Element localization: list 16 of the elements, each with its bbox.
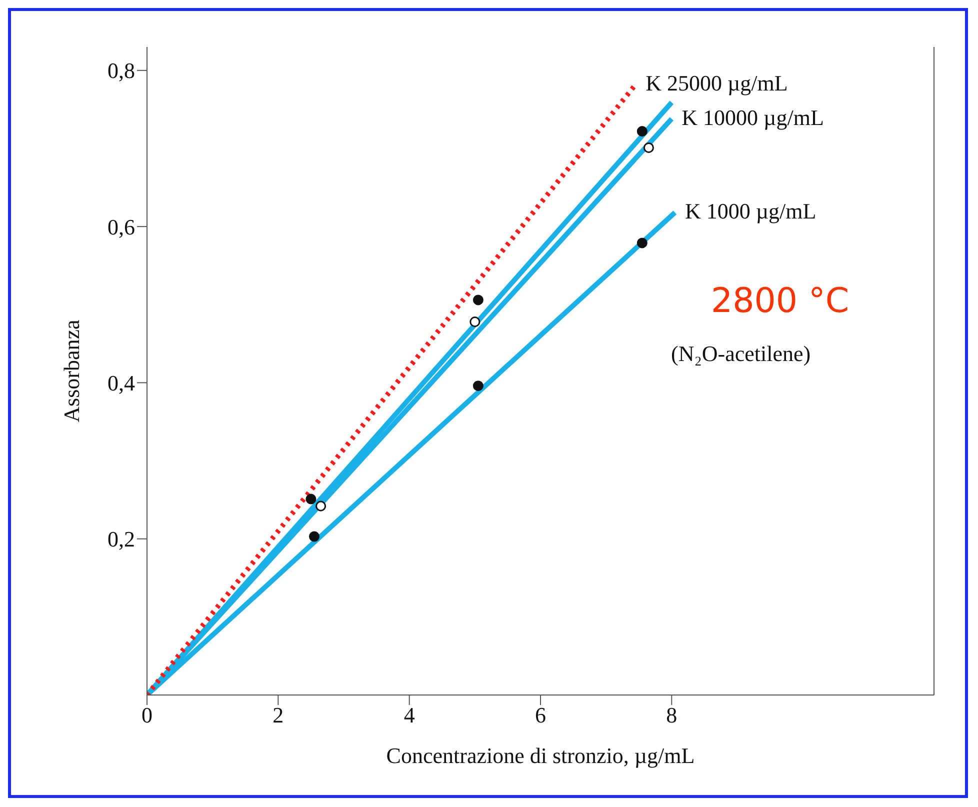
y-axis-title: Assorbanza (58, 319, 84, 422)
annotation: (N₂O-acetilene) (671, 341, 811, 367)
annotation: 2800 °C (711, 281, 850, 321)
x-axis-title: Concentrazione di stronzio, µg/mL (386, 743, 695, 768)
y-tick-label: 0,6 (108, 214, 135, 240)
y-tick-label: 0,2 (108, 526, 135, 552)
x-tick-label: 0 (142, 702, 152, 728)
x-tick-label: 2 (272, 702, 284, 728)
x-tick-label: 6 (535, 702, 546, 728)
series-label: K 25000 µg/mL (646, 70, 788, 96)
y-tick-label: 0,4 (108, 370, 135, 396)
series-label: K 10000 µg/mL (682, 104, 824, 130)
series-label: K 1000 µg/mL (684, 198, 816, 224)
x-tick-label: 4 (404, 702, 415, 728)
y-tick-label: 0,8 (108, 58, 135, 84)
x-tick-label: 8 (666, 702, 678, 728)
